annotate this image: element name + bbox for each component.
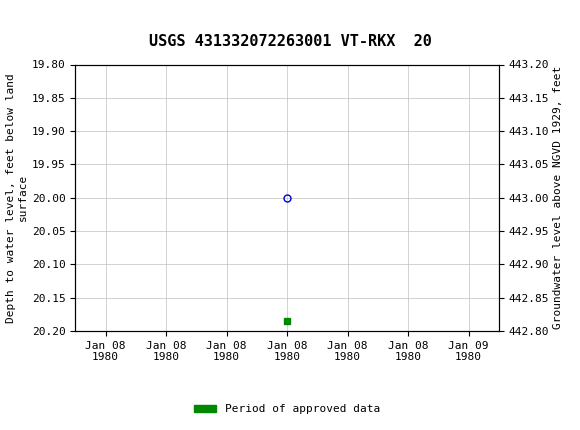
Y-axis label: Groundwater level above NGVD 1929, feet: Groundwater level above NGVD 1929, feet [553,66,563,329]
Text: USGS 431332072263001 VT-RKX  20: USGS 431332072263001 VT-RKX 20 [148,34,432,49]
Y-axis label: Depth to water level, feet below land
surface: Depth to water level, feet below land su… [6,73,28,322]
Text: ▒USGS: ▒USGS [9,6,59,26]
Legend: Period of approved data: Period of approved data [190,400,385,419]
